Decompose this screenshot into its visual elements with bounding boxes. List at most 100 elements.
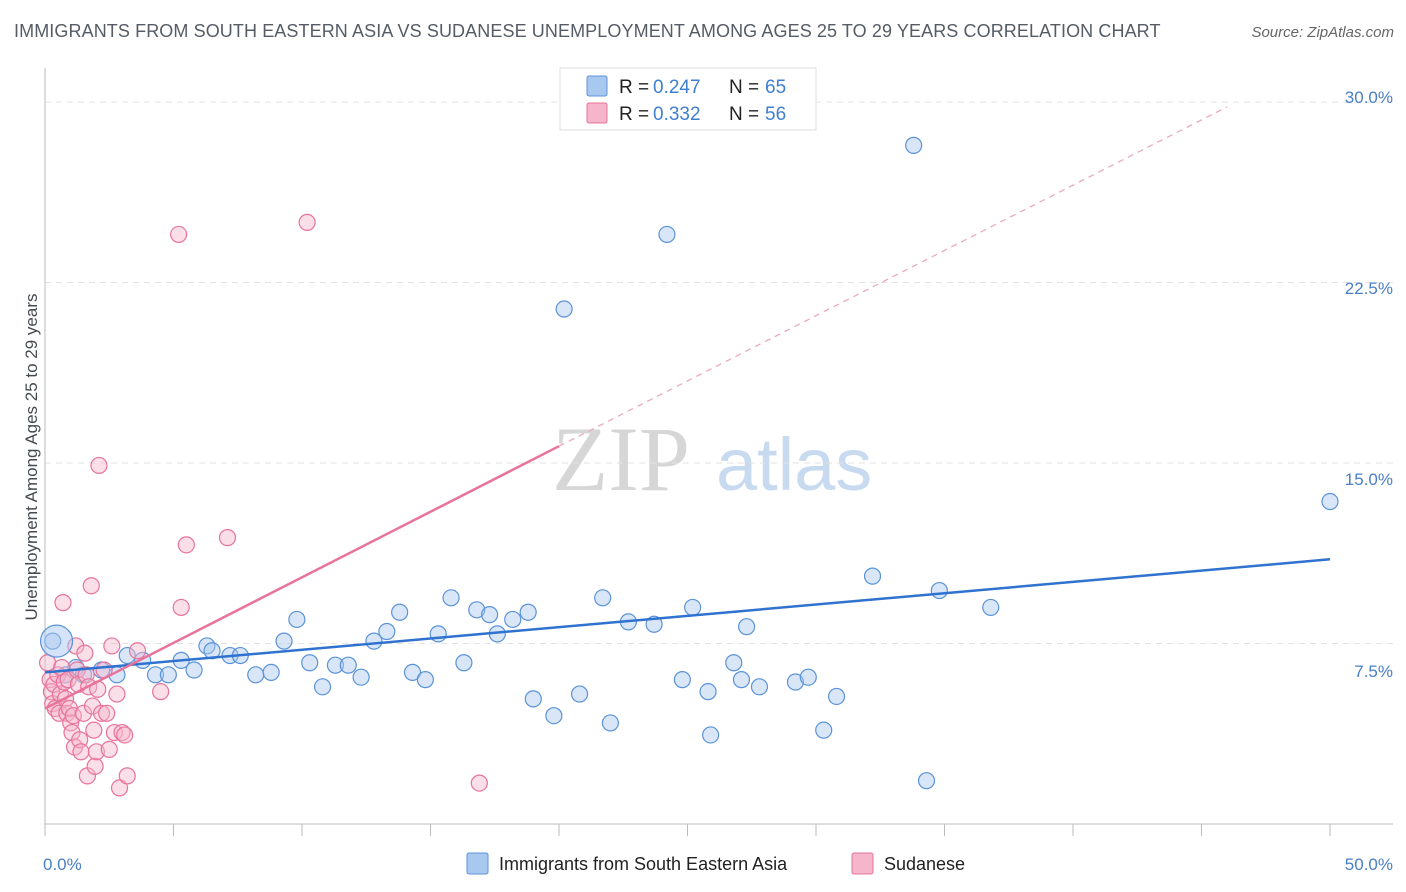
point-sudanese-47 — [118, 767, 136, 785]
point-sea-21 — [326, 656, 345, 674]
point-sudanese-26 — [76, 644, 94, 662]
x-tick-label-max: 50.0% — [1345, 855, 1393, 874]
y-tick-label-30: 30.0% — [1345, 88, 1393, 107]
point-sea-46 — [673, 671, 691, 689]
point-sea-25 — [378, 622, 396, 641]
point-sea-27 — [403, 663, 422, 681]
point-sudanese-31 — [83, 697, 102, 715]
trend-line-sea — [44, 558, 1331, 674]
point-sea-36 — [519, 603, 537, 621]
legend-r-label-2: R = — [619, 104, 649, 125]
point-sudanese-37 — [92, 704, 111, 722]
point-sea-54 — [786, 673, 805, 691]
legend-r-label-1: R = — [619, 77, 649, 98]
point-sea-31 — [455, 654, 473, 672]
point-sudanese-24 — [72, 743, 90, 761]
legend-swatch-blue — [586, 75, 608, 97]
point-sea-52 — [738, 618, 756, 636]
bottom-legend-label-2: Sudanese — [884, 854, 965, 874]
point-sea-26 — [391, 603, 409, 621]
bottom-legend-swatch-pink — [851, 852, 874, 875]
point-sea-62 — [982, 598, 1000, 617]
point-sea-39 — [555, 300, 573, 318]
legend-swatch-pink — [586, 102, 608, 124]
point-sea-37 — [524, 690, 542, 708]
point-sudanese-43 — [108, 685, 126, 703]
point-sudanese-48 — [128, 642, 147, 660]
point-sea-32 — [468, 601, 486, 619]
point-sudanese-40 — [100, 740, 118, 759]
point-sudanese-51 — [172, 598, 190, 617]
point-sudanese-30 — [82, 577, 100, 595]
point-sea-47 — [684, 598, 702, 617]
watermark-zip: ZIP — [552, 408, 690, 510]
point-sea-38 — [545, 707, 563, 725]
data-points — [38, 136, 1339, 797]
point-sea-33 — [481, 606, 499, 624]
point-sea-22 — [339, 656, 357, 674]
point-sea-19 — [301, 654, 319, 672]
point-sea-24 — [365, 632, 383, 650]
point-sudanese-18 — [64, 707, 82, 725]
y-tick-label-22.5: 22.5% — [1345, 279, 1393, 298]
point-sea-large — [39, 624, 74, 658]
point-sea-17 — [275, 632, 293, 650]
point-sea-50 — [725, 654, 743, 672]
point-sea-11 — [198, 637, 216, 655]
bottom-legend-swatch-blue — [466, 852, 489, 875]
point-sudanese-54 — [298, 213, 316, 231]
point-sudanese-41 — [103, 637, 121, 655]
point-sea-59 — [905, 136, 923, 154]
point-sea-49 — [702, 726, 720, 744]
point-sea-61 — [930, 581, 948, 600]
point-sudanese-46 — [116, 726, 134, 744]
point-sudanese-44 — [110, 779, 129, 797]
point-sea-16 — [262, 663, 280, 681]
point-sudanese-55 — [470, 774, 488, 792]
point-sudanese-49 — [152, 683, 170, 701]
point-sudanese-36 — [90, 456, 108, 475]
point-sea-48 — [699, 683, 717, 701]
bottom-legend-label-1: Immigrants from South Eastern Asia — [499, 854, 788, 874]
point-sudanese-10 — [54, 594, 72, 612]
y-tick-label-7.5: 7.5% — [1354, 662, 1393, 681]
point-sea-5 — [118, 646, 136, 665]
point-sea-15 — [247, 666, 265, 684]
legend-r-value-2: 0.332 — [653, 104, 701, 125]
trend-line-sudanese-dashed — [558, 106, 1228, 447]
point-sudanese-50 — [170, 225, 188, 244]
y-tick-label-15: 15.0% — [1345, 470, 1393, 489]
point-sea-35 — [504, 610, 522, 629]
legend-n-label-1: N = — [729, 77, 759, 98]
bottom-legend: Immigrants from South Eastern Asia Sudan… — [466, 852, 965, 875]
point-sudanese-39 — [98, 704, 116, 722]
point-sudanese-45 — [113, 723, 131, 742]
axes — [44, 68, 1393, 836]
chart-title: IMMIGRANTS FROM SOUTH EASTERN ASIA VS SU… — [14, 21, 1161, 41]
trend-lines — [558, 106, 1228, 447]
point-sudanese-25 — [74, 704, 93, 722]
point-sea-10 — [185, 661, 203, 679]
point-sea-40 — [570, 685, 589, 703]
legend-n-value-1: 65 — [765, 77, 786, 98]
point-sea-28 — [416, 671, 434, 689]
watermark-atlas: atlas — [716, 423, 872, 506]
gridlines — [45, 101, 1393, 645]
point-sea-8 — [159, 666, 177, 684]
point-sea-53 — [750, 678, 769, 696]
point-sudanese-34 — [87, 743, 106, 761]
point-sea-58 — [863, 567, 882, 585]
point-sudanese-52 — [177, 536, 195, 554]
point-sea-42 — [601, 714, 620, 732]
point-sea-23 — [352, 668, 370, 686]
point-sea-45 — [658, 225, 676, 244]
point-sudanese-53 — [218, 529, 237, 547]
legend-n-label-2: N = — [729, 104, 759, 125]
point-sea-51 — [732, 671, 751, 689]
point-sea-18 — [288, 610, 306, 629]
point-sea-55 — [799, 668, 817, 686]
legend-n-value-2: 56 — [765, 104, 786, 125]
source-credit: Source: ZipAtlas.com — [1251, 24, 1394, 41]
point-sea-63 — [1321, 492, 1339, 511]
